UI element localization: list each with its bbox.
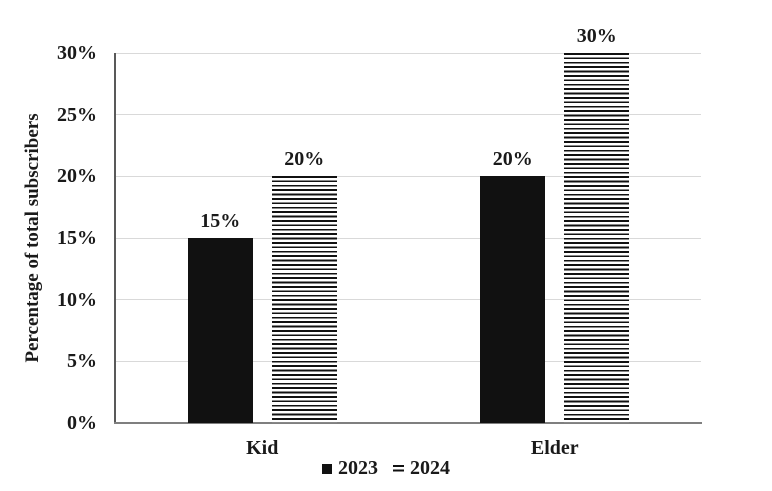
gridline [116,52,701,54]
plot-area: 15% 20% 20% 30% [116,25,701,423]
gridline [116,299,701,301]
bar-value-label: 20% [492,148,533,171]
legend-item-2024: 2024 [393,457,450,480]
y-tick-label: 10% [57,288,97,311]
legend-label-2024: 2024 [410,457,450,479]
y-tick-label: 30% [57,42,97,64]
legend-item-2023: 2023 [322,457,378,480]
x-axis-line [114,422,702,424]
legend-swatch-2023-icon [322,463,332,474]
legend: 2023 2024 [0,457,772,480]
y-tick-label: 15% [57,227,97,249]
bar-kid-2023 [187,238,253,423]
bar-elder-2023 [480,176,546,423]
x-category-label-elder: Elder [530,437,579,459]
bar-value-label: 15% [200,210,241,232]
bar-elder-2024 [564,53,630,423]
legend-swatch-2024-icon [393,465,404,472]
y-tick-label: 5% [67,350,97,373]
gridline [116,360,701,362]
gridline [116,175,701,177]
y-tick-label: 25% [57,103,97,126]
legend-label-2023: 2023 [338,457,378,479]
y-axis-line [114,53,116,423]
gridline [116,114,701,116]
y-tick-label: 20% [57,165,97,188]
bar-kid-2024 [271,176,337,423]
bar-value-label: 30% [576,25,617,47]
bar-value-label: 20% [284,148,325,171]
gridline [116,237,701,239]
y-tick-label: 0% [67,412,97,434]
x-category-label-kid: Kid [246,437,279,459]
